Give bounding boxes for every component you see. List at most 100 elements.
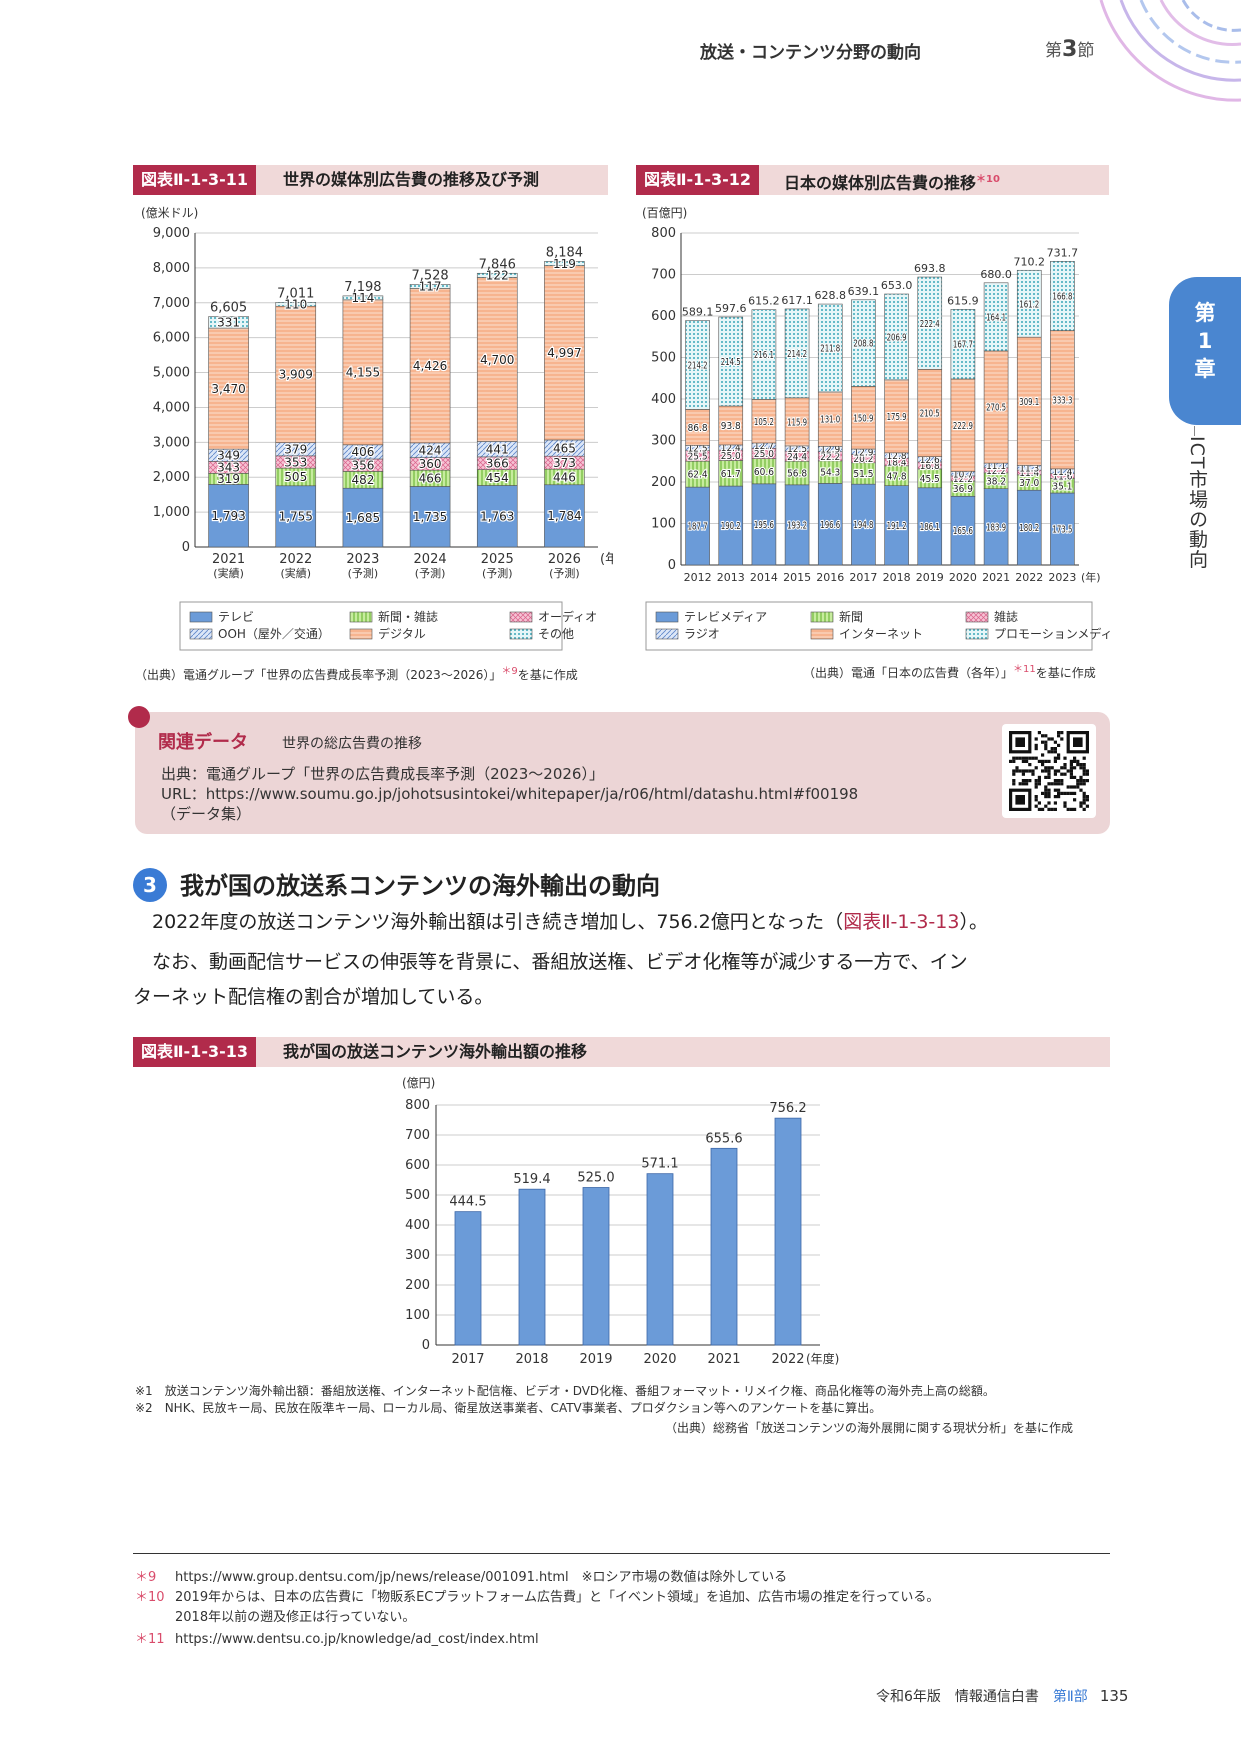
data-label: 12.2 <box>953 474 973 485</box>
x-tick-label: 2019 <box>916 571 944 584</box>
qr-module <box>1082 798 1086 802</box>
qr-module <box>1025 759 1029 763</box>
y-tick-label: 500 <box>651 351 676 366</box>
data-label: 214.5 <box>721 357 741 368</box>
section-heading: 我が国の放送系コンテンツの海外輸出の動向 <box>180 872 660 900</box>
y-tick-label: 0 <box>182 540 190 555</box>
data-label: 525.0 <box>577 1171 614 1186</box>
data-label: 38.2 <box>986 476 1006 487</box>
qr-module <box>1047 807 1051 811</box>
total-label: 653.0 <box>881 279 913 292</box>
qr-module <box>1021 772 1025 776</box>
qr-module <box>1015 769 1019 773</box>
qr-module <box>1018 782 1022 786</box>
legend-box <box>179 601 563 651</box>
qr-module <box>1063 804 1067 808</box>
qr-module <box>1034 798 1038 802</box>
data-label: 180.2 <box>1019 523 1039 534</box>
bar-segment <box>718 460 744 487</box>
page-footer: 令和6年版 情報通信白書 第Ⅱ部 135 <box>876 1687 1129 1705</box>
qr-module <box>1044 791 1048 795</box>
legend-label: インターネット <box>839 627 923 641</box>
data-label: 20.2 <box>853 454 873 465</box>
qr-module <box>1076 785 1080 789</box>
figure-title: 世界の媒体別広告費の推移及び予測 <box>283 170 540 189</box>
y-tick-label: 8,000 <box>153 261 190 276</box>
y-tick-label: 7,000 <box>153 296 190 311</box>
qr-module <box>1025 779 1029 783</box>
data-label: 164.1 <box>986 312 1006 323</box>
data-label: 441 <box>486 442 509 456</box>
qr-code-icon[interactable] <box>1002 724 1096 818</box>
data-label: 1,784 <box>547 509 581 523</box>
data-label: 193.2 <box>787 520 807 531</box>
qr-module <box>1079 782 1083 786</box>
bar-segment <box>851 483 876 566</box>
chapter-divider <box>1194 426 1195 436</box>
y-tick-label: 600 <box>405 1158 430 1173</box>
legend-swatch <box>189 628 213 640</box>
bar-segment <box>718 485 744 566</box>
data-label: 222.9 <box>953 421 973 432</box>
qr-module <box>1034 782 1038 786</box>
y-tick-label: 400 <box>405 1218 430 1233</box>
data-label: 12.8 <box>887 451 907 462</box>
qr-module <box>1069 763 1073 767</box>
qr-module <box>1060 772 1064 776</box>
qr-module <box>1047 782 1051 786</box>
qr-module <box>1044 734 1048 738</box>
y-tick-label: 100 <box>405 1308 430 1323</box>
x-tick-label: 2024 <box>414 552 447 567</box>
legend-box <box>645 601 1093 651</box>
qr-module <box>1082 763 1086 767</box>
x-tick-label: 2023 <box>346 552 379 567</box>
data-label: 3,909 <box>279 368 313 382</box>
qr-module <box>1057 734 1061 738</box>
x-tick-label: 2023 <box>1048 571 1076 584</box>
related-data-label: 関連データ <box>158 732 248 753</box>
data-label: 45.5 <box>920 474 940 485</box>
bar-segment <box>476 272 518 278</box>
paragraph-2-line-2: ターネット配信権の割合が増加している。 <box>133 986 494 1008</box>
bar-segment <box>884 293 909 381</box>
figure-title: 我が国の放送コンテンツ海外輸出額の推移 <box>283 1042 588 1061</box>
bar-segment <box>342 487 384 548</box>
x-tick-label: 2013 <box>717 571 745 584</box>
related-data-box <box>135 712 1110 834</box>
legend-label: テレビメディア <box>684 609 767 624</box>
x-tick-sublabel: (予測) <box>549 566 580 580</box>
data-label: 4,997 <box>547 346 581 360</box>
total-label: 615.9 <box>947 294 979 307</box>
qr-module <box>1069 791 1073 795</box>
figure-reference-link[interactable]: 図表Ⅱ-1-3-13 <box>843 911 960 933</box>
data-label: 16.8 <box>920 461 940 472</box>
qr-module <box>1069 785 1073 789</box>
bar-segment <box>342 299 384 446</box>
total-label: 7,198 <box>344 280 381 295</box>
chapter-tab[interactable]: 第 1 章 <box>1169 277 1241 425</box>
related-data-url[interactable]: URL：https://www.soumu.go.jp/johotsusinto… <box>161 785 859 803</box>
bar-segment <box>751 309 777 400</box>
qr-module <box>1053 782 1057 786</box>
paragraph-1: 2022年度の放送コンテンツ海外輸出額は引き続き増加し、756.2億円となった（… <box>152 911 988 933</box>
qr-module <box>1037 779 1041 783</box>
qr-module <box>1044 759 1048 763</box>
data-label: 150.9 <box>853 413 873 424</box>
y-tick-label: 800 <box>651 226 676 241</box>
data-label: 4,426 <box>413 359 447 373</box>
y-tick-label: 600 <box>651 309 676 324</box>
data-label: 4,155 <box>346 366 380 380</box>
qr-module <box>1053 769 1057 773</box>
qr-module <box>1063 763 1067 767</box>
data-label: 161.2 <box>1019 299 1039 310</box>
bar-segment <box>685 320 710 410</box>
qr-module <box>1079 779 1083 783</box>
qr-module <box>1037 759 1041 763</box>
bar-segment <box>544 261 585 266</box>
total-label: 693.8 <box>914 262 946 275</box>
qr-module <box>1057 791 1061 795</box>
y-tick-label: 5,000 <box>153 366 190 381</box>
data-label: 406 <box>351 445 374 459</box>
data-label: 1,755 <box>279 510 313 524</box>
qr-module <box>1085 798 1089 802</box>
